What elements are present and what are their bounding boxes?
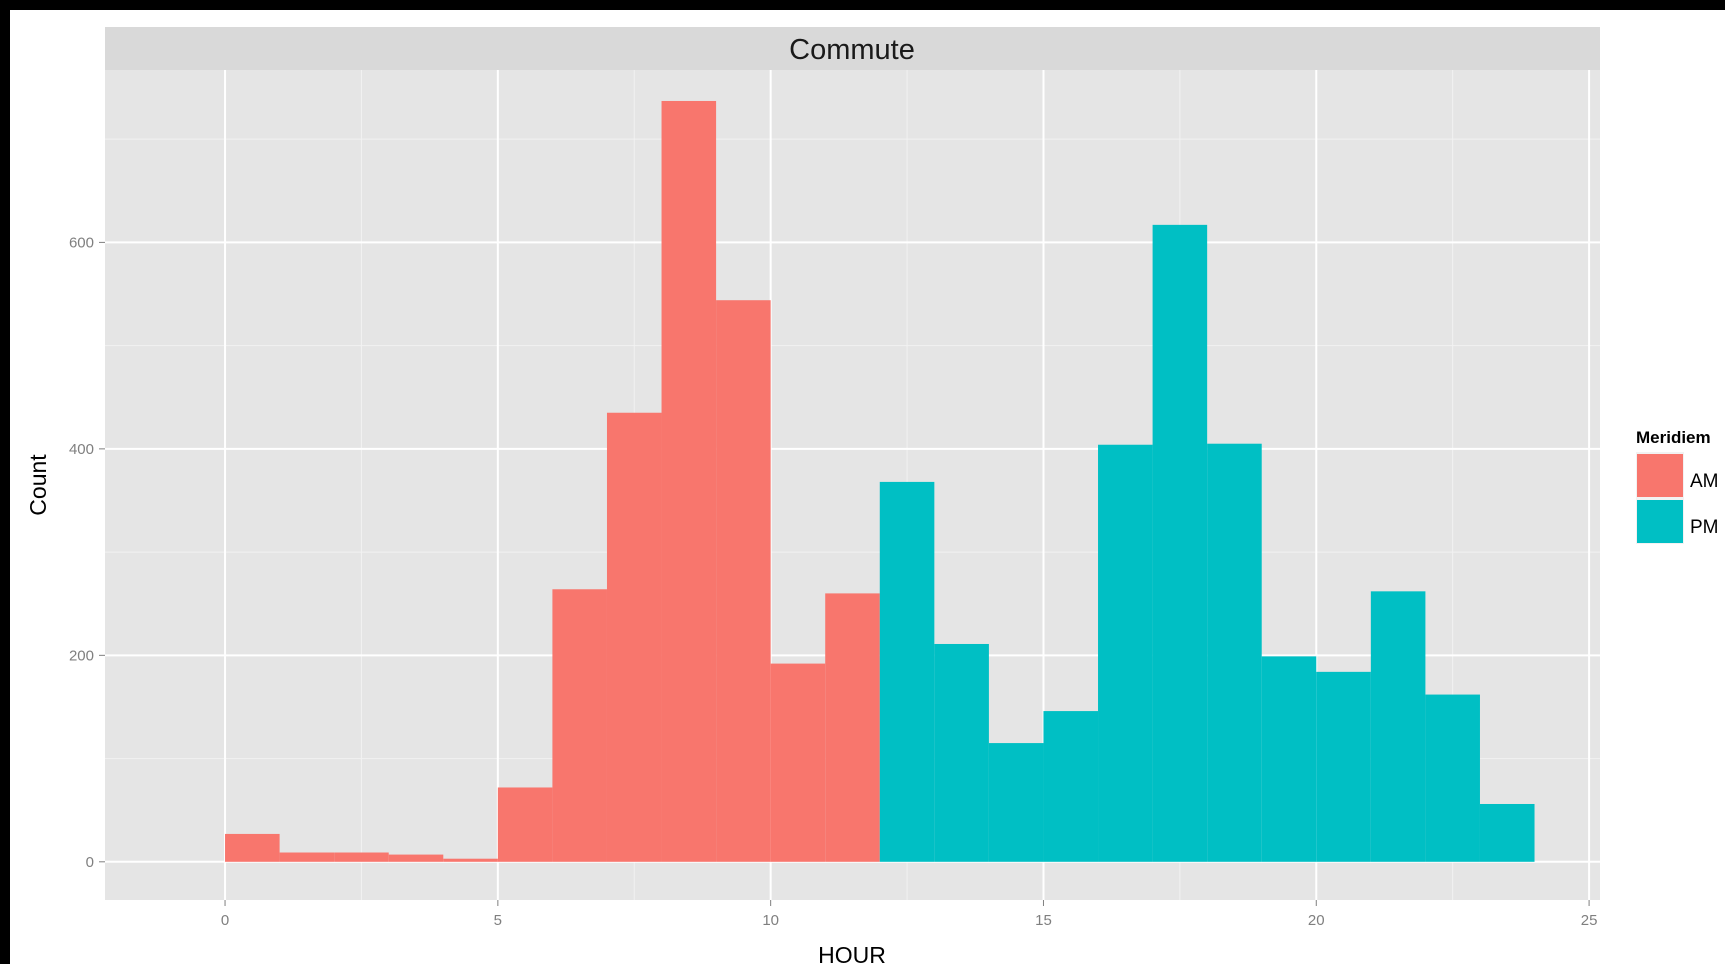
histogram-bar-am: [225, 833, 280, 862]
histogram-chart: Commute 0 5 10 15 20 25 0 200 400 600 HOUR Count…: [25, 27, 1719, 964]
histogram-bar-pm: [1043, 711, 1099, 862]
x-axis-title: HOUR: [818, 942, 886, 964]
y-tick-label: 200: [69, 647, 94, 664]
histogram-bar-am: [552, 589, 607, 862]
histogram-bar-am: [770, 663, 826, 862]
legend-label-pm: PM: [1690, 517, 1719, 538]
histogram-bar-pm: [1479, 803, 1535, 862]
y-tick-label: 0: [86, 854, 94, 871]
legend: Meridiem AM PM: [1636, 428, 1719, 544]
legend-key-am: [1637, 454, 1683, 497]
x-tick-label: 10: [762, 912, 779, 929]
histogram-bar-pm: [988, 743, 1044, 862]
legend-label-am: AM: [1690, 471, 1719, 492]
histogram-bar-am: [334, 852, 389, 862]
histogram-bar-am: [279, 852, 335, 862]
x-tick-label: 25: [1581, 912, 1598, 929]
facet-strip: [105, 27, 1600, 70]
histogram-bar-am: [497, 787, 553, 862]
histogram-bars: [225, 100, 1535, 862]
histogram-bar-pm: [1316, 671, 1371, 862]
histogram-bar-pm: [1207, 443, 1262, 862]
histogram-bar-pm: [879, 481, 935, 862]
histogram-bar-pm: [1425, 694, 1480, 862]
x-axis-ticks: 0 5 10 15 20 25: [221, 900, 1598, 929]
histogram-bar-pm: [1261, 656, 1317, 862]
legend-key-pm: [1637, 500, 1683, 543]
x-tick-label: 20: [1308, 912, 1325, 929]
x-tick-label: 0: [221, 912, 229, 929]
histogram-bar-pm: [1098, 444, 1153, 862]
legend-title: Meridiem: [1636, 428, 1711, 447]
y-axis-ticks: 0 200 400 600: [69, 234, 105, 871]
histogram-bar-am: [825, 593, 880, 862]
histogram-bar-am: [443, 858, 498, 862]
histogram-bar-pm: [1152, 224, 1208, 862]
histogram-bar-am: [716, 300, 771, 862]
histogram-bar-pm: [1370, 591, 1426, 862]
facet-title: Commute: [789, 34, 915, 66]
histogram-bar-pm: [934, 643, 989, 862]
x-tick-label: 15: [1035, 912, 1052, 929]
histogram-bar-am: [606, 412, 662, 862]
y-tick-label: 600: [69, 234, 94, 251]
y-tick-label: 400: [69, 441, 94, 458]
x-tick-label: 5: [494, 912, 502, 929]
histogram-bar-am: [661, 100, 717, 862]
histogram-bar-am: [388, 854, 444, 862]
y-axis-title: Count: [25, 454, 51, 516]
chart-figure: Commute 0 5 10 15 20 25 0 200 400 600 HOUR Count…: [10, 10, 1725, 964]
